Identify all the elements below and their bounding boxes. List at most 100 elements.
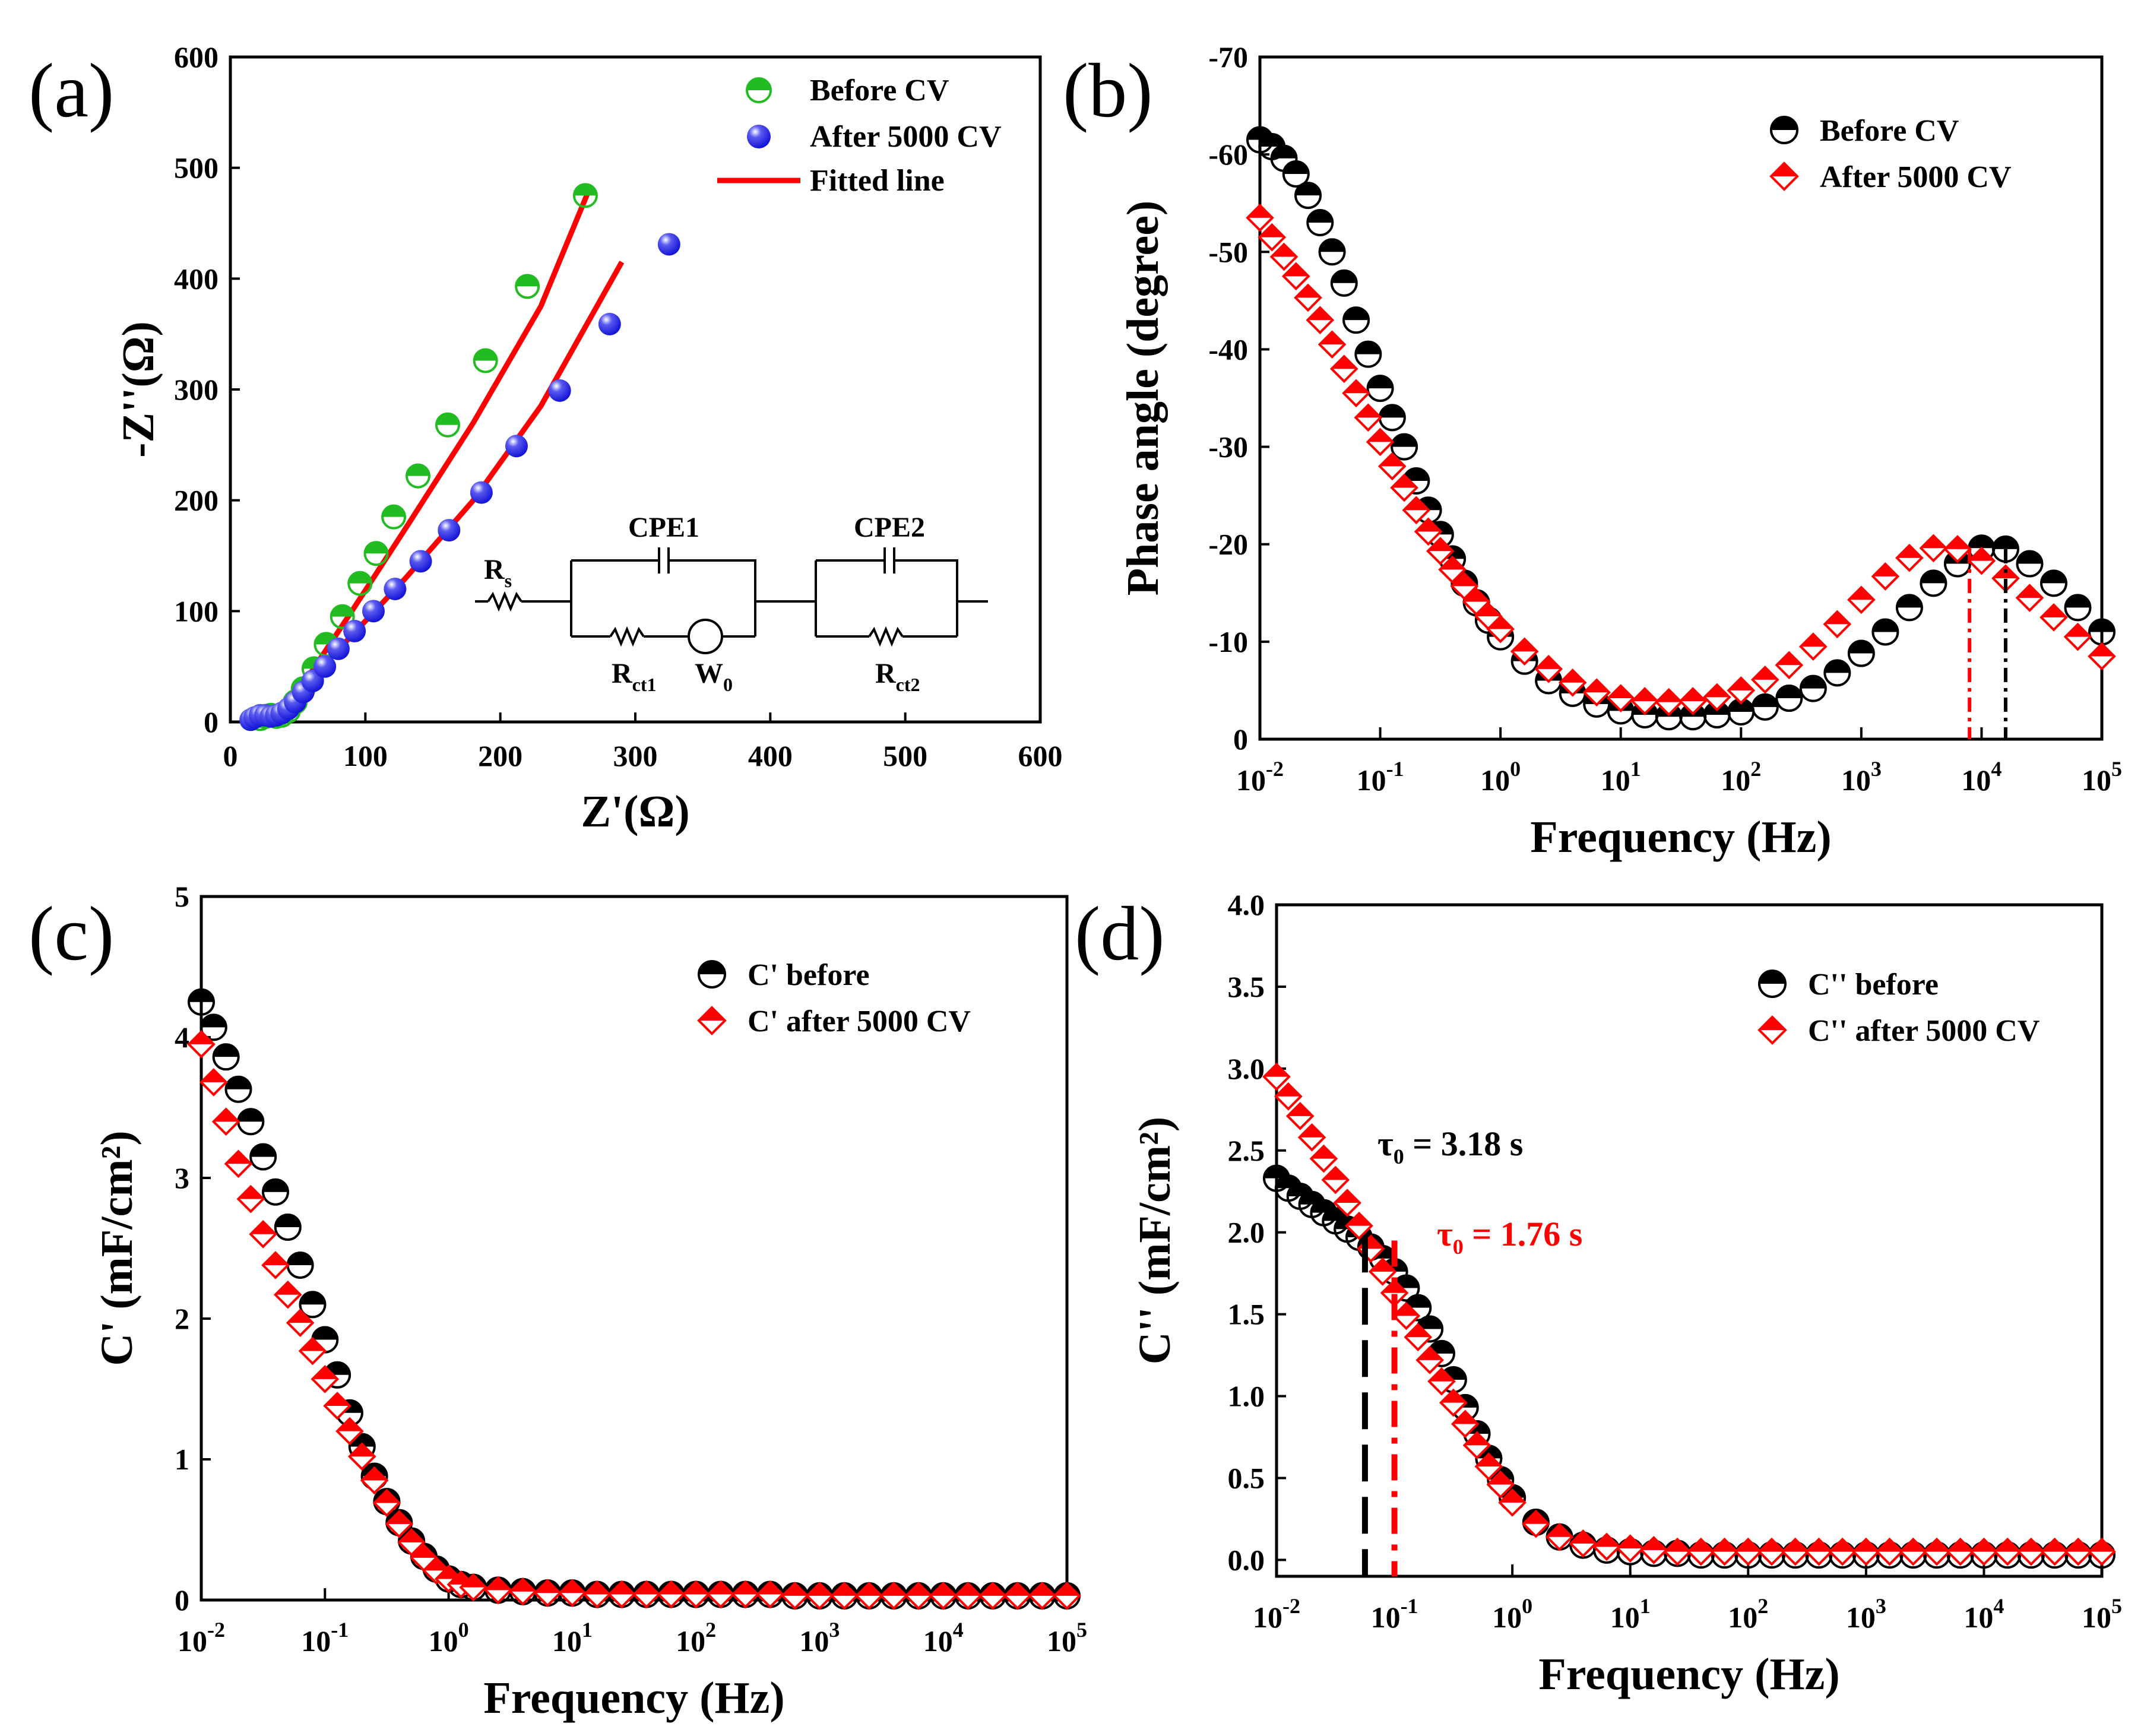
warburg-element: [688, 619, 723, 654]
x-tick-label: 101: [1601, 757, 1641, 797]
after-point-fill: [1688, 1539, 1714, 1552]
y-tick-label: 200: [174, 484, 218, 517]
before-point-fill: [1848, 641, 1874, 654]
before-point: [188, 988, 215, 1016]
before-cv-point: [381, 504, 407, 530]
after-point-fill: [1296, 285, 1321, 298]
legend-label: C'' after 5000 CV: [1808, 1014, 2040, 1048]
after-cv-point: [657, 233, 680, 256]
after-point-fill: [189, 1031, 214, 1044]
after-point-fill: [2017, 585, 2042, 598]
after-point-fill: [708, 1582, 733, 1595]
after-point-fill: [1394, 1303, 1419, 1316]
after-point-fill: [1299, 1124, 1325, 1138]
before-point-fill: [1319, 239, 1345, 252]
before-point: [1342, 306, 1370, 334]
x-tick-label: 104: [1961, 757, 2002, 797]
before-point-fill: [1873, 619, 1898, 632]
y-tick-label: 1.0: [1228, 1380, 1265, 1413]
after-point-fill: [758, 1582, 783, 1595]
before-cv-point: [363, 541, 389, 566]
after-point-fill: [1641, 1537, 1667, 1550]
after-point-fill: [1367, 429, 1393, 442]
y-tick-label: -70: [1208, 40, 1248, 74]
before-point: [1391, 433, 1418, 461]
legend-label: C'' before: [1808, 968, 1939, 1002]
after-point-fill: [399, 1529, 425, 1542]
x-tick-label: 400: [748, 739, 793, 772]
x-tick-label: 0: [223, 739, 238, 772]
after-cv-point: [438, 519, 461, 542]
before-cv-point: [330, 604, 355, 629]
label-w0: W0: [695, 658, 733, 695]
legend-marker: [1770, 116, 1798, 144]
x-tick-label: 102: [1721, 757, 1761, 797]
y-tick-label: -10: [1208, 625, 1248, 658]
after-point-fill: [436, 1566, 461, 1579]
before-point-fill: [262, 1179, 288, 1192]
after-point-fill: [807, 1583, 832, 1596]
before-point-fill: [201, 1015, 226, 1028]
panel-d: 10-2 10-1 100 101 102 103 104 105 0.0 0.5 1.0 1.5 2.…: [1075, 888, 2122, 1699]
after-cv-point: [409, 550, 432, 573]
after-point-fill: [1570, 1531, 1596, 1544]
after-point-fill: [559, 1580, 585, 1594]
after-point-fill: [1440, 557, 1465, 570]
after-point-fill: [1656, 689, 1681, 702]
after-point-fill: [1806, 1539, 1832, 1552]
legend-before-label: Before CV: [810, 74, 949, 107]
resistor-rs: [487, 591, 522, 612]
before-point: [2040, 569, 2067, 597]
legend-label: C' before: [748, 958, 870, 992]
y-tick-label: 5: [175, 880, 189, 913]
after-point-fill: [387, 1512, 412, 1525]
before-point: [1366, 375, 1394, 403]
x-tick-label: 10-2: [1236, 757, 1284, 797]
before-point-fill: [300, 1292, 325, 1305]
y-tick-label: 0: [175, 1583, 189, 1617]
after-point-fill: [1728, 677, 1754, 690]
after-point-fill: [1417, 1347, 1443, 1360]
after-point-fill: [1500, 1490, 1525, 1503]
label-cpe1: CPE1: [628, 512, 699, 543]
before-point: [224, 1075, 252, 1103]
after-point-fill: [1464, 1433, 1490, 1446]
x-tick-label: 100: [1480, 757, 1521, 797]
after-point-fill: [1311, 1146, 1337, 1159]
before-cv-point: [347, 571, 373, 596]
x-tick-label: 600: [1018, 739, 1063, 772]
after-point-fill: [1005, 1583, 1030, 1596]
x-tick-label: 101: [1610, 1594, 1651, 1634]
before-point-fill: [1728, 699, 1754, 712]
before-point-fill: [287, 1252, 313, 1265]
after-point-fill: [1347, 1213, 1372, 1226]
after-point-fill: [1287, 1103, 1313, 1116]
after-point-fill: [300, 1338, 325, 1351]
after-point-fill: [1488, 616, 1513, 629]
after-point-fill: [955, 1583, 981, 1596]
after-point-fill: [930, 1583, 956, 1596]
before-point: [274, 1213, 302, 1241]
legend-label: C' after 5000 CV: [748, 1005, 971, 1038]
legend-marker-fill: [699, 1008, 725, 1021]
before-point: [1282, 160, 1310, 188]
after-point-fill: [1030, 1583, 1055, 1596]
after-point-fill: [238, 1186, 264, 1199]
before-point-fill: [2065, 595, 2091, 608]
y-tick-label: 1: [175, 1443, 189, 1476]
after-cv-point: [598, 312, 621, 335]
after-point-fill: [1054, 1583, 1079, 1596]
after-point-fill: [411, 1545, 436, 1558]
y-tick-label: 600: [174, 40, 218, 74]
after-point-fill: [980, 1583, 1006, 1596]
legend-after-label: After 5000 CV: [810, 120, 1002, 154]
y-tick-label: 100: [174, 594, 218, 628]
label-rct1: Rct1: [612, 658, 657, 695]
after-point-fill: [1547, 1524, 1572, 1537]
equivalent-circuit: [475, 547, 988, 654]
after-point-fill: [609, 1582, 635, 1595]
before-point-fill: [1993, 536, 2018, 549]
after-point-fill: [1392, 475, 1417, 488]
after-point-fill: [1901, 1539, 1926, 1552]
x-tick-label: 102: [1728, 1594, 1768, 1634]
